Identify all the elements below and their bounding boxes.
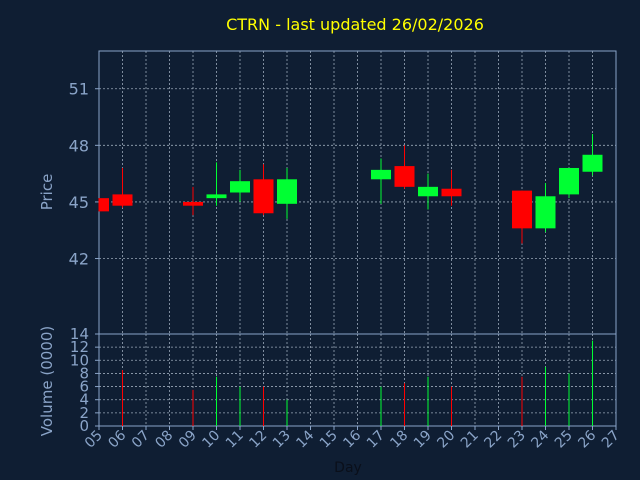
- candle-body: [230, 181, 250, 193]
- candle-body: [559, 167, 579, 195]
- volume-tick-label: 12: [70, 338, 89, 356]
- price-grid: [99, 51, 616, 334]
- volume-grid: [99, 334, 616, 426]
- x-axis-ticks: 05 06 07 08 09 10 11 12 13 14 15 16 17 18 19 20 21 22 23 24…: [82, 426, 623, 451]
- x-tick-label: 09: [176, 428, 200, 452]
- x-tick-label: 25: [552, 428, 576, 452]
- x-tick-label: 13: [270, 428, 294, 452]
- candle-body: [183, 201, 203, 206]
- volume-tick-label: 14: [70, 325, 89, 343]
- x-tick-label: 08: [152, 428, 176, 452]
- x-tick-label: 16: [340, 427, 364, 451]
- chart-title: CTRN - last updated 26/02/2026: [226, 15, 484, 34]
- x-tick-label: 15: [317, 428, 341, 452]
- volume-tick-label: 4: [79, 391, 89, 409]
- x-tick-label: 06: [105, 427, 129, 451]
- x-tick-label: 21: [458, 428, 482, 452]
- volume-tick-label: 10: [70, 351, 89, 369]
- x-tick-label: 23: [505, 428, 529, 452]
- candle-body: [99, 198, 109, 212]
- price-tick-label: 51: [69, 80, 89, 99]
- candle-body: [441, 188, 462, 197]
- candle-body: [582, 154, 603, 172]
- candle-body: [512, 190, 532, 229]
- volume-axis-label: Volume (0000): [38, 326, 56, 436]
- candle-body: [418, 186, 438, 197]
- candle-body: [112, 194, 133, 206]
- x-tick-label: 11: [223, 428, 247, 452]
- volume-tick-label: 0: [79, 417, 89, 435]
- price-axis-ticks: 42 45 48 51: [69, 80, 99, 269]
- x-tick-label: 22: [481, 428, 505, 452]
- price-tick-label: 42: [69, 250, 89, 269]
- x-tick-label: 14: [293, 427, 317, 451]
- x-tick-label: 10: [199, 428, 223, 452]
- volume-tick-label: 6: [79, 378, 89, 396]
- price-tick-label: 48: [69, 136, 89, 155]
- x-tick-label: 07: [129, 428, 153, 452]
- candles: [98, 134, 603, 244]
- x-tick-label: 26: [575, 427, 599, 451]
- candle-body: [206, 194, 227, 199]
- x-axis-label: Day: [334, 460, 362, 476]
- price-tick-label: 45: [69, 193, 89, 212]
- x-tick-label: 12: [246, 428, 270, 452]
- x-tick-label: 27: [599, 428, 623, 452]
- volume-tick-label: 8: [79, 364, 89, 382]
- x-tick-label: 20: [434, 428, 458, 452]
- candle-body: [535, 196, 556, 229]
- x-tick-label: 18: [387, 428, 411, 452]
- price-axis-label: Price: [38, 174, 56, 211]
- x-tick-label: 24: [528, 427, 552, 451]
- x-tick-label: 19: [411, 428, 435, 452]
- x-tick-label: 17: [364, 428, 388, 452]
- candle-body: [253, 179, 274, 214]
- candle-body: [394, 166, 415, 187]
- volume-bars: [122, 340, 593, 426]
- volume-tick-label: 2: [79, 404, 89, 422]
- candle-body: [277, 179, 297, 204]
- candle-body: [371, 169, 391, 180]
